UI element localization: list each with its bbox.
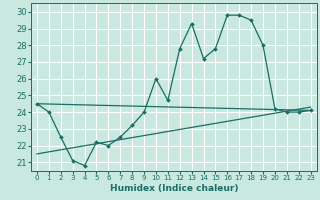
X-axis label: Humidex (Indice chaleur): Humidex (Indice chaleur) bbox=[109, 184, 238, 193]
